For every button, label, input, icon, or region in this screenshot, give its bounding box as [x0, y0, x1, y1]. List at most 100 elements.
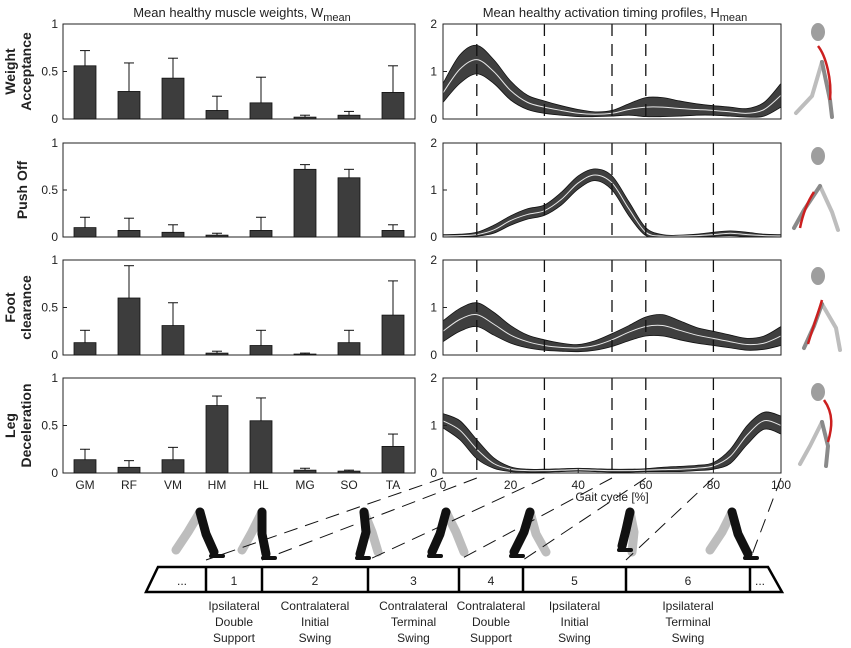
phase-number: ...: [177, 574, 187, 588]
band-group: [443, 302, 781, 353]
gait-silhouette-1: [171, 507, 225, 558]
sd-band: [443, 44, 781, 118]
phase-label: Support: [470, 631, 513, 645]
bar-MG: [293, 469, 317, 474]
right-panel-title: Mean healthy activation timing profiles,…: [483, 5, 748, 24]
x-tick-label: 20: [504, 478, 518, 492]
phase-label: Swing: [558, 631, 591, 645]
activation-panel-2: 0 1 2: [430, 136, 782, 244]
phase-connector: [205, 477, 444, 561]
phase-number: ...: [755, 574, 765, 588]
bar-TA: [381, 445, 405, 474]
y-tick-label: 0: [51, 112, 58, 126]
y-tick-label: 1: [430, 65, 437, 79]
row-label-line: Foot: [2, 292, 18, 323]
bar-HM: [205, 352, 229, 356]
far-leg-bone: [798, 420, 824, 466]
skeleton-figure-2: [792, 147, 840, 232]
pelvis-bone: [811, 267, 825, 285]
contralateral-leg: [705, 507, 737, 555]
y-tick-label: 1: [430, 301, 437, 315]
bar-TA: [381, 230, 405, 238]
bar-VM: [161, 231, 185, 238]
phase-label: Swing: [299, 631, 332, 645]
bar-VM: [161, 459, 185, 474]
bar-GM: [73, 342, 97, 356]
x-tick-label: 0: [440, 478, 447, 492]
y-tick-label: 0.5: [41, 65, 58, 79]
row-label-line: Leg: [2, 413, 18, 438]
pelvis-bone: [811, 147, 825, 165]
ipsilateral-leg: [727, 507, 753, 559]
bar-RF: [117, 466, 141, 474]
figure-titles: Mean healthy muscle weights, Wmean Mean …: [133, 5, 747, 24]
highlighted-muscle: [822, 399, 833, 443]
ipsilateral-leg: [427, 507, 451, 557]
bar-TA: [381, 92, 405, 120]
gait-silhouette-6: [617, 507, 639, 557]
activation-panel-3: 0 1 2: [430, 253, 782, 362]
x-axis-label: Gait cycle [%]: [575, 490, 648, 504]
band-group: [443, 168, 781, 237]
phase-label: Ipsilateral: [549, 599, 600, 613]
bar-VM: [161, 77, 185, 120]
y-tick-label: 1: [51, 17, 58, 31]
mean-line: [443, 419, 781, 472]
highlighted-muscle: [806, 299, 824, 345]
contralateral-leg: [441, 507, 469, 557]
phase-label: Ipsilateral: [662, 599, 713, 613]
gait-silhouette-5: [509, 507, 551, 558]
bar-RF: [117, 297, 141, 356]
bar-SO: [337, 114, 361, 120]
row-label-line: Push Off: [14, 161, 30, 220]
y-tick-label: 2: [430, 17, 437, 31]
bar-VM: [161, 325, 185, 356]
near-leg-bone: [820, 420, 831, 468]
y-tick-label: 0: [430, 466, 437, 480]
ipsilateral-leg: [355, 507, 371, 559]
phase-label: Contralateral: [379, 599, 448, 613]
phase-number: 5: [571, 574, 578, 588]
bar-SO: [337, 342, 361, 356]
far-leg-bone: [818, 184, 840, 232]
skeleton-figure-3: [802, 267, 842, 352]
highlighted-muscle: [816, 45, 832, 101]
x-tick-label: 40: [572, 478, 586, 492]
row-label-3: Foot clearance: [2, 275, 34, 340]
gait-silhouette-4: [427, 507, 469, 558]
row-label-2: Push Off: [14, 161, 30, 220]
ipsilateral-leg: [195, 507, 219, 557]
phase-label: Ipsilateral: [208, 599, 259, 613]
y-tick-label: 0: [51, 348, 58, 362]
ipsilateral-leg: [617, 507, 635, 551]
phase-label: Contralateral: [281, 599, 350, 613]
row-label-4: Leg Deceleration: [2, 383, 34, 467]
bar-HM: [205, 405, 229, 474]
y-tick-label: 0: [51, 466, 58, 480]
x-category-label: MG: [295, 478, 314, 492]
phase-connector: [458, 477, 613, 561]
y-tick-label: 2: [430, 371, 437, 385]
bar-RF: [117, 91, 141, 120]
bar-GM: [73, 65, 97, 120]
bar-panel-2: 00.51: [41, 136, 416, 244]
bar-panel-1: 00.51: [41, 17, 416, 126]
y-tick-label: 1: [430, 419, 437, 433]
phase-label: Terminal: [391, 615, 436, 629]
bar-HL: [249, 230, 273, 238]
bar-panel-frame: [62, 142, 416, 238]
bar-HM: [205, 110, 229, 120]
sd-band: [443, 411, 781, 473]
phase-number: 2: [312, 574, 319, 588]
phase-label: Terminal: [665, 615, 710, 629]
bar-MG: [293, 353, 317, 356]
y-tick-label: 0.5: [41, 183, 58, 197]
bar-HL: [249, 420, 273, 474]
bar-HL: [249, 102, 273, 120]
phase-connector: [625, 477, 714, 561]
highlighted-muscle: [798, 191, 816, 229]
far-leg-bone: [820, 302, 842, 352]
row-labels: Weight Acceptance Push Off Foot clearance Leg…: [2, 32, 34, 468]
